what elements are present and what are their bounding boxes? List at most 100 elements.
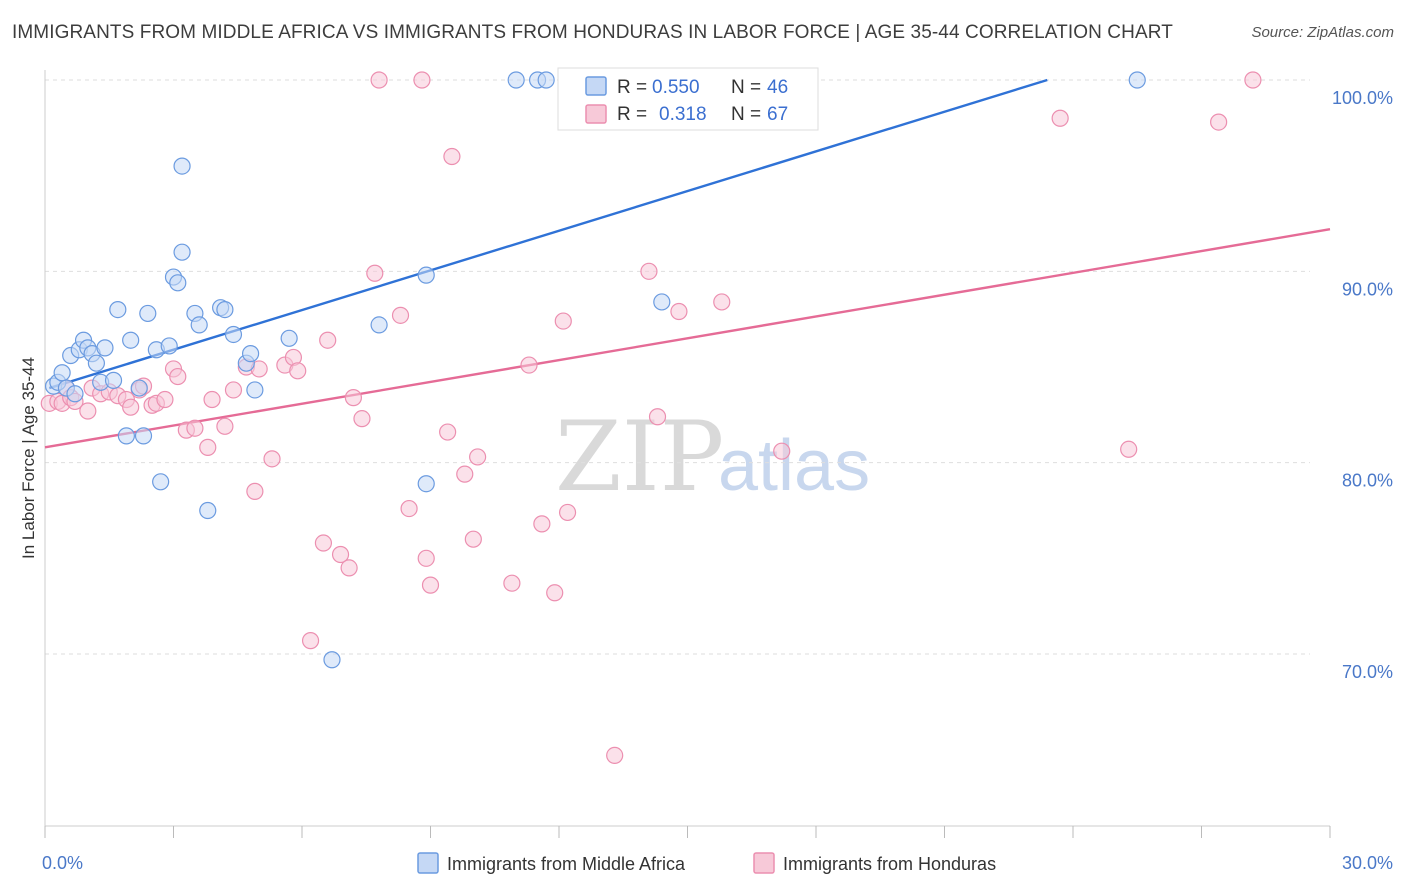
point-middle-africa	[1128, 71, 1146, 89]
legend-r-label-blue: R =	[617, 77, 647, 98]
point-honduras	[456, 465, 474, 483]
point-middle-africa	[537, 71, 555, 89]
point-middle-africa	[224, 325, 243, 344]
point-honduras	[1051, 109, 1069, 127]
legend-n-value-pink: 67	[767, 104, 788, 125]
point-honduras	[289, 362, 307, 380]
point-middle-africa	[417, 266, 435, 284]
point-middle-africa	[134, 427, 153, 445]
point-middle-africa	[87, 354, 106, 372]
point-honduras	[554, 312, 572, 330]
y-tick-label: 70.0%	[1342, 662, 1393, 682]
point-honduras	[558, 503, 577, 522]
point-honduras	[366, 264, 384, 282]
point-middle-africa	[66, 385, 84, 403]
legend-r-label-pink: R =	[617, 104, 647, 125]
bottom-legend-label-pink: Immigrants from Honduras	[783, 854, 996, 874]
point-honduras	[417, 549, 435, 567]
point-honduras	[443, 147, 461, 166]
point-middle-africa	[417, 475, 435, 493]
point-honduras	[169, 367, 187, 386]
point-honduras	[216, 417, 234, 435]
trendlines	[44, 78, 1331, 449]
point-middle-africa	[242, 345, 260, 363]
point-honduras	[1210, 113, 1228, 131]
point-middle-africa	[323, 651, 341, 669]
legend-n-label-pink: N =	[731, 104, 761, 125]
point-middle-africa	[109, 301, 127, 319]
legend-swatch-blue	[585, 76, 607, 96]
y-tick-label: 80.0%	[1342, 471, 1393, 491]
watermark-atlas: atlas	[718, 426, 870, 506]
legend-r-value-pink: 0.318	[659, 104, 707, 125]
point-honduras	[464, 530, 482, 548]
watermark-zip: ZIP	[555, 401, 724, 513]
y-axis-label: In Labor Force | Age 35-44	[19, 357, 38, 559]
legend-swatch-pink	[585, 104, 607, 124]
point-middle-africa	[130, 379, 148, 397]
point-honduras	[344, 389, 362, 407]
point-middle-africa	[122, 331, 140, 349]
point-middle-africa	[96, 339, 114, 357]
point-honduras	[331, 545, 350, 564]
point-honduras	[400, 499, 418, 518]
point-middle-africa	[199, 501, 217, 520]
point-honduras	[122, 398, 140, 416]
axes: 70.0% 80.0% 90.0% 100.0% 0.0% 30.0%	[42, 70, 1393, 873]
chart-title: IMMIGRANTS FROM MIDDLE AFRICA VS IMMIGRA…	[12, 22, 1173, 43]
stats-legend: R = 0.550 N = 46 R = 0.318 N = 67	[557, 67, 819, 131]
point-middle-africa	[246, 381, 264, 399]
point-honduras	[713, 293, 731, 311]
point-honduras	[773, 442, 791, 460]
y-tick-label: 100.0%	[1332, 88, 1393, 108]
point-middle-africa	[104, 371, 123, 389]
point-honduras	[79, 402, 97, 420]
point-honduras	[1244, 71, 1262, 89]
point-honduras	[263, 450, 281, 468]
bottom-legend-label-blue: Immigrants from Middle Africa	[447, 854, 686, 874]
point-honduras	[391, 306, 410, 324]
point-honduras	[421, 576, 440, 594]
point-middle-africa	[117, 427, 135, 445]
point-middle-africa	[190, 316, 208, 334]
bottom-legend-swatch-pink	[753, 852, 775, 874]
point-middle-africa	[169, 274, 187, 292]
point-middle-africa	[53, 364, 71, 382]
trendline-middle-africa	[48, 78, 1048, 390]
point-honduras	[503, 574, 521, 592]
point-middle-africa	[653, 293, 671, 311]
point-honduras	[370, 71, 388, 89]
trendline-honduras	[44, 228, 1331, 449]
bottom-legend: Immigrants from Middle Africa Immigrants…	[417, 852, 996, 874]
point-middle-africa	[280, 329, 298, 347]
data-points	[40, 71, 1262, 765]
point-honduras	[606, 746, 624, 765]
point-honduras	[546, 584, 564, 602]
point-honduras	[224, 381, 243, 399]
point-honduras	[156, 390, 174, 409]
point-honduras	[640, 262, 658, 280]
point-honduras	[353, 410, 371, 428]
point-honduras	[1120, 440, 1138, 458]
gridlines	[45, 79, 1310, 655]
point-honduras	[439, 423, 457, 441]
point-honduras	[186, 419, 204, 437]
point-middle-africa	[160, 337, 178, 355]
y-tick-label: 90.0%	[1342, 279, 1393, 299]
bottom-legend-swatch-blue	[417, 852, 439, 874]
point-honduras	[533, 515, 551, 533]
point-honduras	[340, 559, 358, 577]
point-middle-africa	[152, 473, 170, 491]
legend-r-value-blue: 0.550	[652, 77, 700, 98]
point-honduras	[319, 331, 337, 349]
point-honduras	[301, 632, 320, 650]
legend-n-value-blue: 46	[767, 77, 788, 98]
point-honduras	[648, 408, 667, 426]
point-middle-africa	[216, 301, 234, 319]
point-middle-africa	[139, 304, 157, 323]
point-honduras	[670, 302, 688, 321]
point-honduras	[203, 390, 221, 409]
point-middle-africa	[370, 316, 388, 334]
x-tick-label-min: 0.0%	[42, 853, 83, 873]
